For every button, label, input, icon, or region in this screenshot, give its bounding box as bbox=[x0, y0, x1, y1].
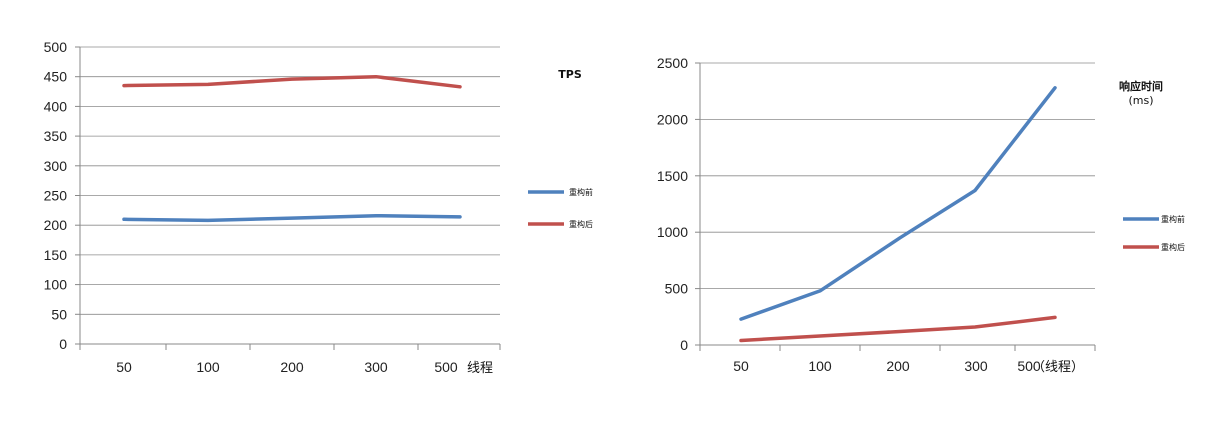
x-tick-label: 100 bbox=[808, 358, 832, 374]
y-tick-label: 1000 bbox=[657, 224, 688, 240]
x-unit-label: 线程 bbox=[467, 361, 493, 376]
series-line-1 bbox=[122, 213, 462, 223]
x-tick-label: 500 bbox=[1017, 358, 1041, 374]
y-tick-label: 450 bbox=[44, 69, 68, 85]
y-tick-label: 200 bbox=[44, 217, 68, 233]
y-tick-label: 0 bbox=[680, 337, 688, 353]
legend-label: 重构后 bbox=[1161, 242, 1185, 252]
legend-label: 重构后 bbox=[569, 219, 593, 229]
x-tick-label: 50 bbox=[733, 358, 749, 374]
y-tick-label: 350 bbox=[44, 128, 68, 144]
y-tick-label: 500 bbox=[665, 281, 689, 297]
y-tick-label: 2000 bbox=[657, 111, 688, 127]
chart-title: TPS bbox=[558, 68, 582, 81]
series-line-2 bbox=[739, 315, 1057, 343]
x-unit-label: （线程） bbox=[1032, 360, 1084, 375]
y-tick-label: 150 bbox=[44, 247, 68, 263]
x-tick-label: 500 bbox=[434, 359, 458, 375]
x-tick-label: 50 bbox=[116, 359, 132, 375]
y-tick-label: 50 bbox=[51, 306, 67, 322]
y-tick-label: 100 bbox=[44, 277, 68, 293]
series-line-2 bbox=[122, 74, 462, 89]
legend-label: 重构前 bbox=[1161, 214, 1185, 224]
chart-title: 响应时间 bbox=[1119, 79, 1163, 93]
series-line-1 bbox=[739, 86, 1057, 321]
x-tick-label: 100 bbox=[196, 359, 220, 375]
y-tick-label: 0 bbox=[59, 336, 67, 352]
x-tick-label: 200 bbox=[280, 359, 304, 375]
x-tick-label: 300 bbox=[364, 359, 388, 375]
y-tick-label: 250 bbox=[44, 188, 68, 204]
y-tick-label: 300 bbox=[44, 158, 68, 174]
x-tick-label: 200 bbox=[886, 358, 910, 374]
chart-subtitle: (ms) bbox=[1128, 94, 1153, 107]
chart-1: 0 50 100 150 200 250 300 350 400 450 500 50 100 200 30… bbox=[44, 39, 593, 376]
y-tick-label: 1500 bbox=[657, 168, 688, 184]
y-tick-label: 400 bbox=[44, 98, 68, 114]
y-tick-label: 500 bbox=[44, 39, 68, 55]
legend-label: 重构前 bbox=[569, 187, 593, 197]
x-tick-label: 300 bbox=[964, 358, 988, 374]
y-tick-label: 2500 bbox=[657, 55, 688, 71]
